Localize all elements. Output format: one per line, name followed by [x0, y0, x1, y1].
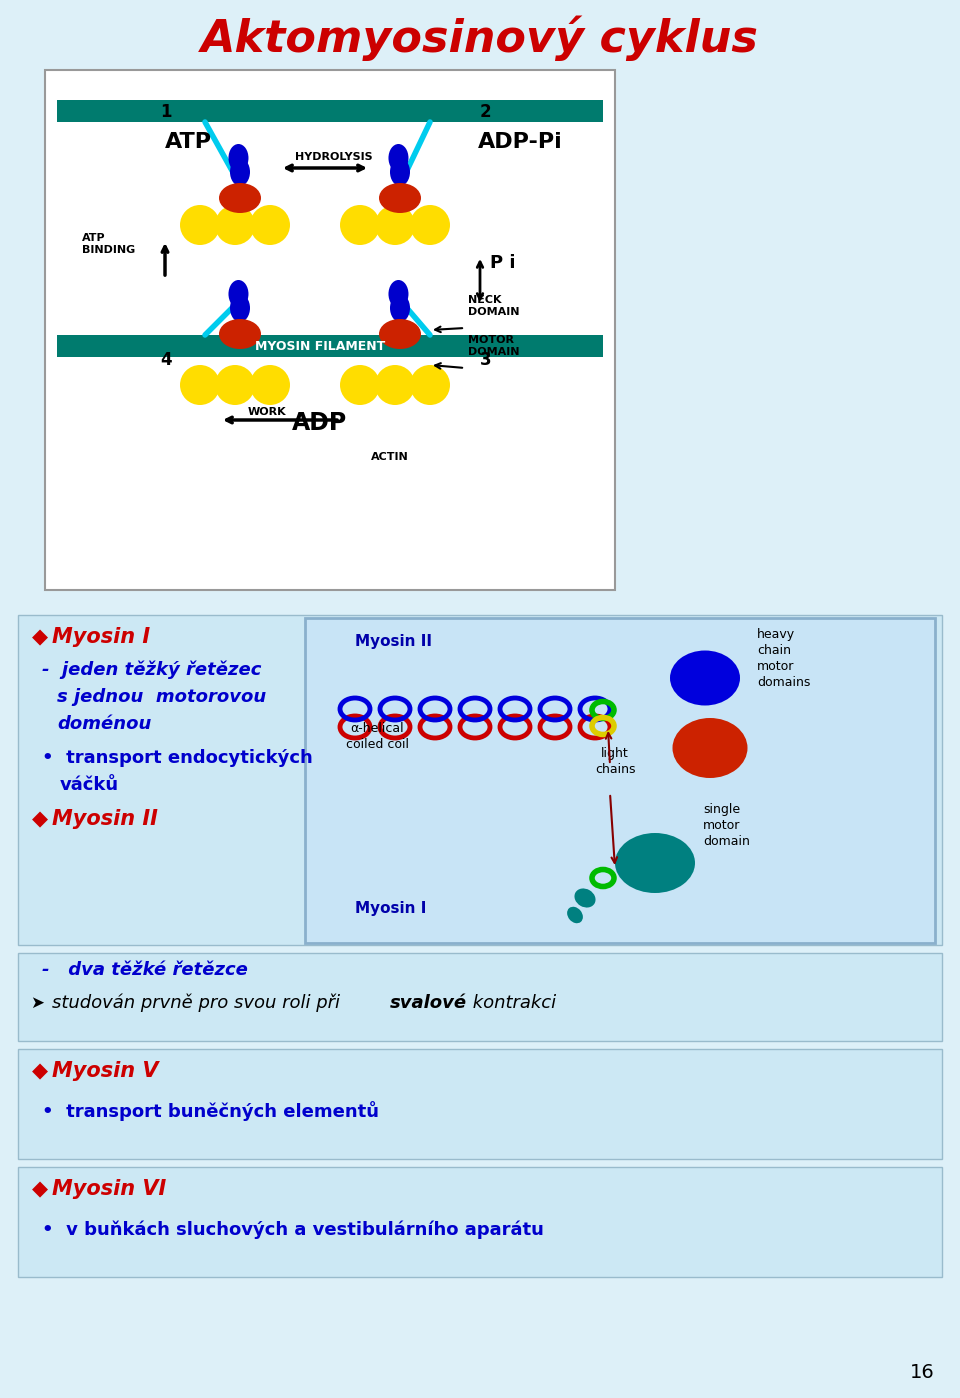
Circle shape	[215, 365, 255, 405]
Bar	[18, 1167, 942, 1276]
Ellipse shape	[390, 158, 410, 186]
Text: α-helical
coiled coil: α-helical coiled coil	[346, 721, 409, 751]
Bar	[305, 618, 935, 944]
Ellipse shape	[567, 907, 583, 923]
Text: Myosin I: Myosin I	[52, 626, 150, 647]
Ellipse shape	[219, 183, 261, 212]
Ellipse shape	[230, 294, 250, 322]
Text: HYDROLYSIS: HYDROLYSIS	[295, 152, 372, 162]
Text: ◆: ◆	[32, 1179, 48, 1199]
Ellipse shape	[379, 183, 421, 212]
Ellipse shape	[228, 144, 249, 172]
Ellipse shape	[230, 158, 250, 186]
Text: MYOSIN FILAMENT: MYOSIN FILAMENT	[254, 340, 385, 352]
Bar	[18, 615, 942, 945]
Bar	[18, 953, 942, 1042]
Text: ADP-Pi: ADP-Pi	[478, 131, 563, 152]
Text: ◆: ◆	[32, 809, 48, 829]
Text: NECK
DOMAIN: NECK DOMAIN	[468, 295, 519, 317]
Text: kontrakci: kontrakci	[467, 994, 556, 1012]
Text: Myosin II: Myosin II	[355, 635, 432, 649]
Ellipse shape	[574, 889, 595, 907]
Text: ACTIN: ACTIN	[372, 452, 409, 461]
Circle shape	[340, 206, 380, 245]
Ellipse shape	[670, 650, 740, 706]
Bar	[18, 608, 942, 1357]
Text: -   dva těžké řetězce: - dva těžké řetězce	[42, 960, 248, 979]
Circle shape	[410, 365, 450, 405]
Ellipse shape	[379, 319, 421, 350]
Text: 4: 4	[160, 351, 172, 369]
Text: •  v buňkách sluchových a vestibulárního aparátu: • v buňkách sluchových a vestibulárního …	[42, 1220, 544, 1239]
Circle shape	[410, 206, 450, 245]
Text: ADP: ADP	[293, 411, 348, 435]
Bar	[18, 1048, 942, 1159]
Text: ATP
BINDING: ATP BINDING	[82, 233, 135, 254]
Ellipse shape	[615, 833, 695, 893]
Text: -  jeden těžký řetězec: - jeden těžký řetězec	[42, 660, 261, 679]
Text: 16: 16	[910, 1363, 935, 1383]
Ellipse shape	[390, 294, 410, 322]
Circle shape	[250, 206, 290, 245]
Text: light
chains: light chains	[595, 747, 636, 776]
Text: WORK: WORK	[248, 407, 287, 417]
Text: 2: 2	[480, 103, 492, 122]
Circle shape	[180, 206, 220, 245]
Text: s jednou  motorovou: s jednou motorovou	[57, 688, 266, 706]
Text: svalové: svalové	[390, 994, 468, 1012]
Ellipse shape	[673, 719, 748, 779]
Text: Myosin VI: Myosin VI	[52, 1179, 166, 1199]
Text: P i: P i	[490, 254, 516, 273]
Ellipse shape	[389, 280, 408, 308]
Text: Myosin V: Myosin V	[52, 1061, 158, 1081]
Text: ◆: ◆	[32, 1061, 48, 1081]
Text: ◆: ◆	[32, 626, 48, 647]
Ellipse shape	[219, 319, 261, 350]
Ellipse shape	[228, 280, 249, 308]
Text: MOTOR
DOMAIN: MOTOR DOMAIN	[468, 336, 519, 356]
Text: heavy
chain
motor
domains: heavy chain motor domains	[757, 628, 810, 689]
Circle shape	[375, 206, 415, 245]
Text: ➤: ➤	[30, 994, 44, 1012]
Text: single
motor
domain: single motor domain	[703, 802, 750, 849]
Bar	[57, 101, 603, 122]
Text: Myosin I: Myosin I	[355, 900, 426, 916]
Text: •  transport endocytických: • transport endocytických	[42, 749, 313, 768]
Circle shape	[340, 365, 380, 405]
Text: 3: 3	[480, 351, 492, 369]
Text: 1: 1	[160, 103, 172, 122]
Text: •  transport buněčných elementů: • transport buněčných elementů	[42, 1102, 379, 1121]
Ellipse shape	[389, 144, 408, 172]
Text: studován prvně pro svou roli při: studován prvně pro svou roli při	[52, 994, 346, 1012]
Text: Myosin II: Myosin II	[52, 809, 157, 829]
Text: váčků: váčků	[60, 776, 119, 794]
Text: Aktomyosinový cyklus: Aktomyosinový cyklus	[201, 15, 759, 60]
Text: doménou: doménou	[57, 714, 152, 733]
Circle shape	[180, 365, 220, 405]
Circle shape	[375, 365, 415, 405]
Circle shape	[250, 365, 290, 405]
Text: ATP: ATP	[165, 131, 212, 152]
Bar	[57, 336, 603, 356]
Bar	[45, 70, 615, 590]
Circle shape	[215, 206, 255, 245]
